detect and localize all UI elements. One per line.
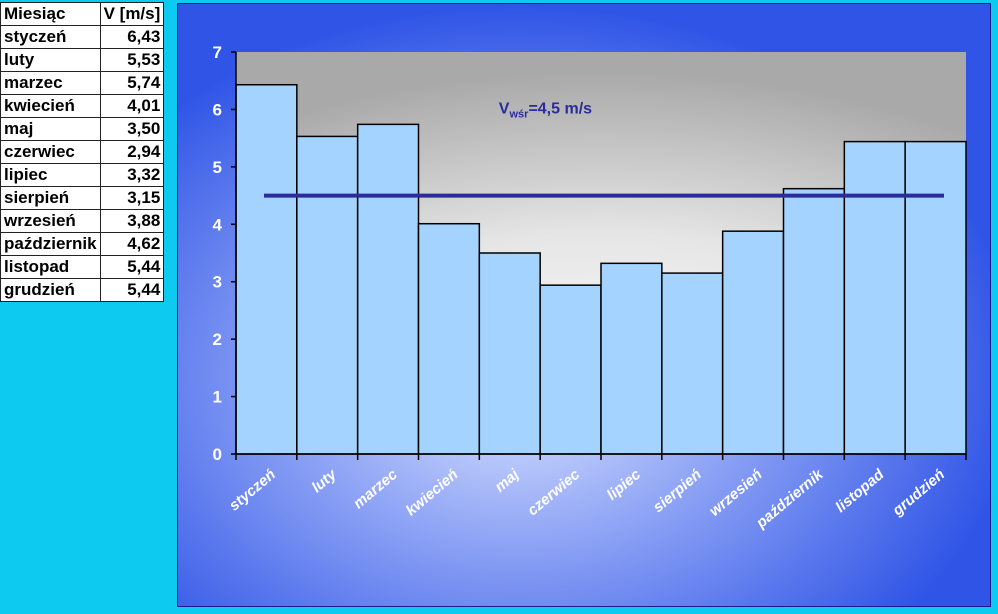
bar-2 [296, 135, 359, 455]
y-tick-label: 7 [213, 43, 222, 62]
bar-6 [539, 284, 602, 455]
table-row: grudzień 5,44 [0, 278, 165, 302]
month-cell: marzec [0, 71, 101, 95]
speed-cell: 5,44 [99, 255, 165, 279]
bar-10 [782, 187, 846, 455]
y-tick-label: 6 [213, 100, 222, 119]
table-body: styczeń 6,43 luty 5,53 marzec 5,74 kwiecień 4,0… [0, 25, 165, 302]
table-row: luty 5,53 [0, 48, 165, 72]
mean-label: Vwśr=4,5 m/s [499, 100, 592, 120]
month-cell: listopad [0, 255, 101, 279]
y-tick-label: 0 [213, 445, 222, 464]
table-row: lipiec 3,32 [0, 163, 165, 187]
bar-7 [600, 262, 663, 455]
month-cell: luty [0, 48, 101, 72]
y-tick-label: 2 [213, 330, 222, 349]
bar-11 [843, 140, 906, 455]
month-cell: grudzień [0, 278, 101, 302]
speed-cell: 2,94 [99, 140, 165, 164]
bar-8 [661, 272, 724, 455]
bar-4 [417, 222, 481, 455]
y-tick-labels: 0 1 2 3 4 5 6 7 [213, 43, 223, 464]
speed-cell: 6,43 [99, 25, 165, 49]
table-row: październik 4,62 [0, 232, 165, 256]
y-tick-label: 4 [213, 215, 223, 234]
speed-cell: 4,62 [99, 232, 165, 256]
speed-cell: 3,32 [99, 163, 165, 187]
speed-cell: 5,74 [99, 71, 165, 95]
month-cell: styczeń [0, 25, 101, 49]
y-tick-label: 3 [213, 273, 222, 292]
bar-12 [904, 140, 967, 455]
axes-group [231, 51, 967, 460]
bar-1 [235, 83, 298, 455]
month-cell: kwiecień [0, 94, 101, 118]
bar-5 [478, 252, 541, 455]
table-header-row: Miesiąc V [m/s] [0, 2, 165, 26]
table-row: marzec 5,74 [0, 71, 165, 95]
speed-cell: 5,44 [99, 278, 165, 302]
month-cell: czerwiec [0, 140, 101, 164]
month-cell: wrzesień [0, 209, 101, 233]
table-row: kwiecień 4,01 [0, 94, 165, 118]
table-row: styczeń 6,43 [0, 25, 165, 49]
table-row: wrzesień 3,88 [0, 209, 165, 233]
bar-3 [356, 123, 420, 455]
speed-cell: 3,88 [99, 209, 165, 233]
month-cell: lipiec [0, 163, 101, 187]
header-speed: V [m/s] [99, 2, 165, 26]
month-cell: październik [0, 232, 101, 256]
speed-cell: 3,50 [99, 117, 165, 141]
month-cell: maj [0, 117, 101, 141]
speed-cell: 5,53 [99, 48, 165, 72]
bar-9 [721, 230, 785, 455]
speed-cell: 3,15 [99, 186, 165, 210]
table-row: maj 3,50 [0, 117, 165, 141]
table-row: listopad 5,44 [0, 255, 165, 279]
y-tick-label: 5 [213, 158, 222, 177]
data-table: Miesiąc V [m/s] styczeń 6,43 luty 5,53 marze… [0, 2, 165, 302]
table-row: czerwiec 2,94 [0, 140, 165, 164]
speed-cell: 4,01 [99, 94, 165, 118]
month-cell: sierpień [0, 186, 101, 210]
table-row: sierpień 3,15 [0, 186, 165, 210]
y-tick-label: 1 [213, 388, 222, 407]
header-month: Miesiąc [0, 2, 101, 26]
